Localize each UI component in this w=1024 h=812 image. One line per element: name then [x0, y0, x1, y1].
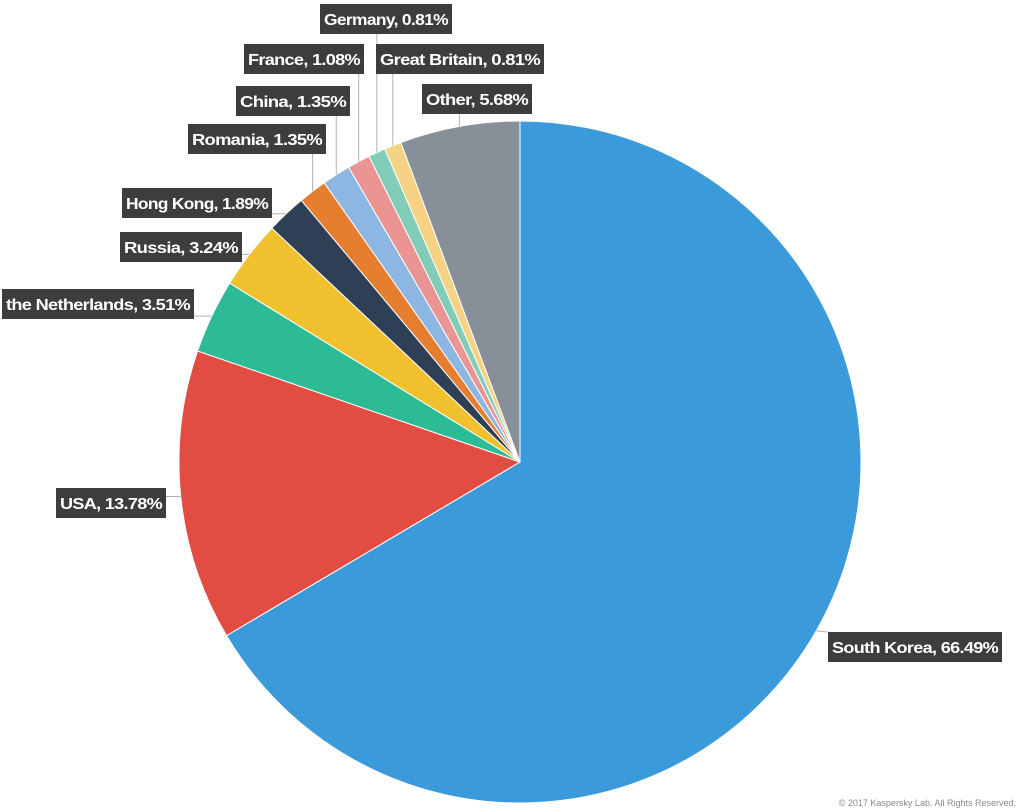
slice-label-box [56, 488, 166, 518]
pie-slices [178, 120, 862, 804]
slice-label-4: Russia, 3.24% [120, 232, 242, 262]
slice-label-box [122, 188, 272, 218]
slice-label-text: Hong Kong, 1.89% [126, 196, 268, 213]
pie-slice-11 [400, 120, 521, 463]
slice-label-3: the Netherlands, 3.51% [2, 289, 194, 319]
slice-label-box [828, 632, 1002, 662]
slice-label-text: USA, 13.78% [60, 496, 162, 513]
slice-labels: South Korea, 66.49% USA, 13.78% the Nether… [2, 4, 1002, 662]
slice-label-2: USA, 13.78% [56, 488, 166, 518]
slice-label-10: Great Britain, 0.81% [376, 44, 544, 74]
slice-label-1: South Korea, 66.49% [828, 632, 1002, 662]
slice-label-box [188, 124, 326, 154]
slice-label-6: Romania, 1.35% [188, 124, 326, 154]
slice-label-box [120, 232, 242, 262]
slice-label-text: South Korea, 66.49% [832, 640, 998, 657]
slice-label-box [236, 86, 350, 116]
copyright-notice: © 2017 Kaspersky Lab. All Rights Reserve… [838, 798, 1016, 808]
slice-label-5: Hong Kong, 1.89% [122, 188, 272, 218]
slice-label-8: France, 1.08% [244, 44, 364, 74]
slice-label-7: China, 1.35% [236, 86, 350, 116]
slice-label-text: Great Britain, 0.81% [380, 52, 540, 69]
slice-label-text: France, 1.08% [248, 52, 360, 69]
slice-label-text: Other, 5.68% [426, 92, 528, 109]
slice-label-box [376, 44, 544, 74]
slice-label-text: Germany, 0.81% [324, 12, 448, 29]
slice-label-box [320, 4, 452, 34]
slice-label-text: the Netherlands, 3.51% [6, 297, 190, 314]
slice-label-box [422, 84, 532, 114]
label-leader-lines [166, 34, 829, 633]
slice-label-box [2, 289, 194, 319]
slice-label-9: Germany, 0.81% [320, 4, 452, 34]
pie-slice-2 [178, 350, 522, 637]
slice-label-11: Other, 5.68% [422, 84, 532, 114]
leader-line-1 [816, 630, 829, 633]
slice-label-text: Romania, 1.35% [192, 132, 322, 149]
slice-label-text: China, 1.35% [240, 94, 346, 111]
slice-label-box [244, 44, 364, 74]
slice-label-text: Russia, 3.24% [124, 240, 238, 257]
pie-slice-1 [225, 120, 862, 804]
